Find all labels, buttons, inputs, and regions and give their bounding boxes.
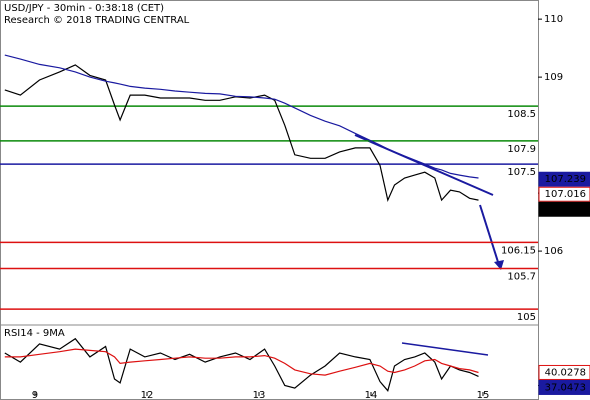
plot-frame (0, 0, 539, 400)
x-tick-label: 14 (365, 390, 378, 400)
last-value-box (538, 201, 590, 217)
arrow-head (494, 260, 504, 270)
x-tick-label: 9 (32, 390, 38, 400)
last-value-label: 37.0473 (545, 382, 586, 393)
level-label: 106.15 (501, 245, 536, 256)
level-label: 105.7 (507, 271, 536, 282)
series-line (4, 337, 479, 392)
forecast-arrow (479, 204, 499, 263)
last-value-label: 107.239 (545, 174, 586, 185)
last-value-label: 40.0278 (545, 367, 586, 378)
x-tick-label: 13 (253, 390, 266, 400)
series-line (4, 64, 479, 203)
y-tick-label: 109 (544, 72, 563, 83)
series-line (4, 348, 479, 376)
chart-title: USD/JPY - 30min - 0:38:18 (CET) (4, 3, 164, 14)
level-label: 107.9 (507, 144, 536, 155)
last-value-label: 106.803 (545, 204, 586, 215)
rsi-trend-line (401, 342, 489, 356)
rsi-title: RSI14 - 9MA (4, 328, 65, 339)
last-value-box (538, 171, 590, 187)
x-tick-label: 15 (477, 390, 490, 400)
last-value-box (538, 379, 590, 395)
trend-line (354, 134, 494, 196)
series-line (4, 54, 479, 179)
level-label: 107.5 (507, 167, 536, 178)
last-value-box (538, 186, 590, 202)
chart-subtitle: Research © 2018 TRADING CENTRAL (4, 15, 190, 26)
last-value-box (538, 364, 590, 380)
level-label: 105 (517, 312, 536, 323)
last-value-label: 107.016 (545, 189, 586, 200)
y-tick-label: 110 (544, 14, 563, 25)
x-tick-label: 12 (141, 390, 154, 400)
level-label: 108.5 (507, 109, 536, 120)
y-tick-label: 106 (544, 246, 563, 257)
